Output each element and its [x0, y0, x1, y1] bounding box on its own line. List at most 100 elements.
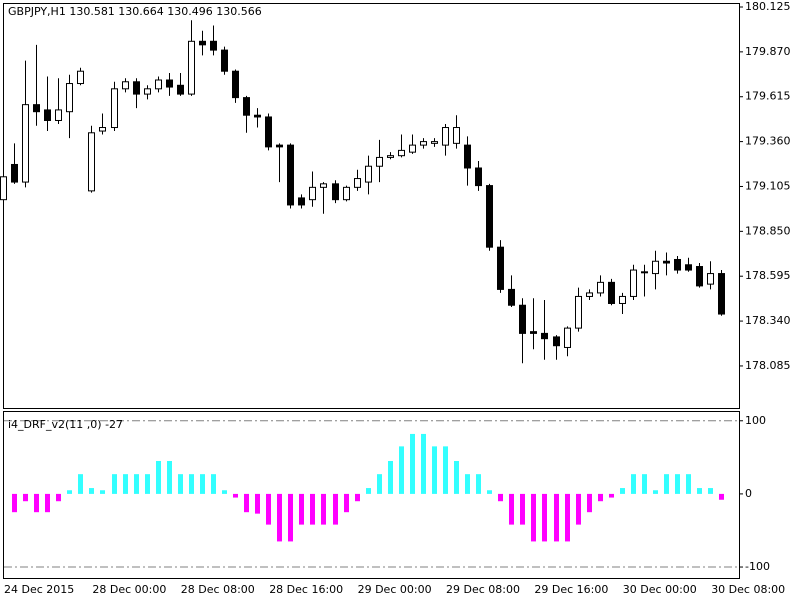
candle-body — [663, 260, 670, 264]
histogram-bar — [45, 493, 50, 513]
histogram-bar — [233, 493, 238, 498]
histogram-bar — [697, 488, 702, 494]
histogram-bar — [620, 488, 625, 494]
candle-body — [530, 331, 537, 334]
candle-body — [619, 295, 626, 304]
histogram-bar — [443, 446, 448, 494]
candle-body — [254, 114, 261, 118]
candle-body — [199, 40, 206, 46]
histogram-bar — [565, 493, 570, 542]
y-tick-label: 180.125 — [745, 0, 791, 13]
candle-body — [442, 127, 449, 146]
candle-body — [541, 332, 548, 340]
histogram-bar — [531, 493, 536, 542]
histogram-bar — [355, 493, 360, 502]
y-tick-label: 178.595 — [745, 269, 791, 282]
histogram-bar — [576, 493, 581, 525]
y-tick-label: 179.105 — [745, 179, 791, 192]
candle-body — [641, 271, 648, 274]
candle-body — [343, 186, 350, 201]
candle-body — [608, 281, 615, 304]
histogram-bar — [123, 474, 128, 494]
histogram-bar — [67, 490, 72, 494]
candle-body — [133, 81, 140, 95]
candle-body — [553, 336, 560, 347]
candle-body — [320, 183, 327, 188]
histogram-bar — [631, 474, 636, 494]
histogram-bar — [34, 493, 39, 513]
histogram-bar — [520, 493, 525, 525]
histogram-bar — [299, 493, 304, 525]
candle-body — [685, 264, 692, 271]
candle-body — [243, 97, 250, 116]
histogram-bar — [366, 488, 371, 494]
y-tick-label: -100 — [745, 560, 770, 573]
histogram-bar — [686, 474, 691, 494]
histogram-bar — [12, 493, 17, 513]
histogram-bar — [200, 474, 205, 494]
histogram-bar — [333, 493, 338, 525]
chart-title: GBPJPY,H1 130.581 130.664 130.496 130.56… — [8, 5, 262, 18]
candle-body — [453, 127, 460, 144]
y-tick-label: 179.870 — [745, 45, 791, 58]
candle-body — [221, 49, 228, 72]
candle-body — [122, 81, 129, 90]
candle-body — [276, 144, 283, 148]
histogram-bar — [288, 493, 293, 542]
histogram-bar — [421, 433, 426, 494]
candle-body — [11, 163, 18, 183]
histogram-bar — [653, 490, 658, 494]
candle-body — [575, 295, 582, 329]
candle-body — [177, 84, 184, 95]
candle-body — [464, 144, 471, 169]
histogram-bar — [189, 474, 194, 494]
candle-body — [597, 281, 604, 294]
candle-body — [475, 167, 482, 187]
candle-body — [630, 269, 637, 297]
histogram-bar — [465, 474, 470, 494]
histogram-bar — [167, 460, 172, 494]
candle-body — [652, 260, 659, 275]
candle-body — [586, 292, 593, 297]
candle-body — [497, 246, 504, 290]
candle-body — [166, 79, 173, 88]
y-tick-label: 178.340 — [745, 314, 791, 327]
histogram-bar — [708, 488, 713, 494]
candle-body — [55, 109, 62, 121]
candle-body — [77, 70, 84, 85]
x-tick-label: 30 Dec 00:00 — [623, 583, 697, 596]
histogram-bar — [399, 446, 404, 494]
histogram-bar — [266, 493, 271, 525]
y-tick-label: 179.615 — [745, 90, 791, 103]
candle-body — [409, 144, 416, 153]
histogram-bar — [388, 460, 393, 494]
candle-body — [265, 116, 272, 148]
y-tick-label: 100 — [745, 414, 766, 427]
y-tick-label: 178.850 — [745, 224, 791, 237]
histogram-bar — [56, 493, 61, 502]
x-tick-label: 28 Dec 08:00 — [181, 583, 255, 596]
candle-body — [508, 288, 515, 306]
y-tick-label: 0 — [745, 487, 752, 500]
candle-body — [519, 304, 526, 334]
histogram-bar — [112, 474, 117, 494]
histogram-bar — [554, 493, 559, 542]
candle-body — [486, 185, 493, 248]
candle-body — [22, 104, 29, 183]
x-tick-label: 29 Dec 08:00 — [446, 583, 520, 596]
x-tick-label: 30 Dec 08:00 — [711, 583, 785, 596]
candle-body — [44, 109, 51, 121]
histogram-bar — [642, 474, 647, 494]
x-tick-label: 24 Dec 2015 — [4, 583, 74, 596]
histogram-bar — [145, 474, 150, 494]
candle-body — [0, 176, 7, 201]
candle-body — [365, 165, 372, 183]
candle-body — [66, 83, 73, 113]
histogram-bar — [156, 460, 161, 494]
histogram-bar — [321, 493, 326, 525]
candle-body — [332, 183, 339, 201]
histogram-bar — [100, 490, 105, 494]
x-tick-label: 28 Dec 00:00 — [92, 583, 166, 596]
candle-body — [232, 70, 239, 99]
